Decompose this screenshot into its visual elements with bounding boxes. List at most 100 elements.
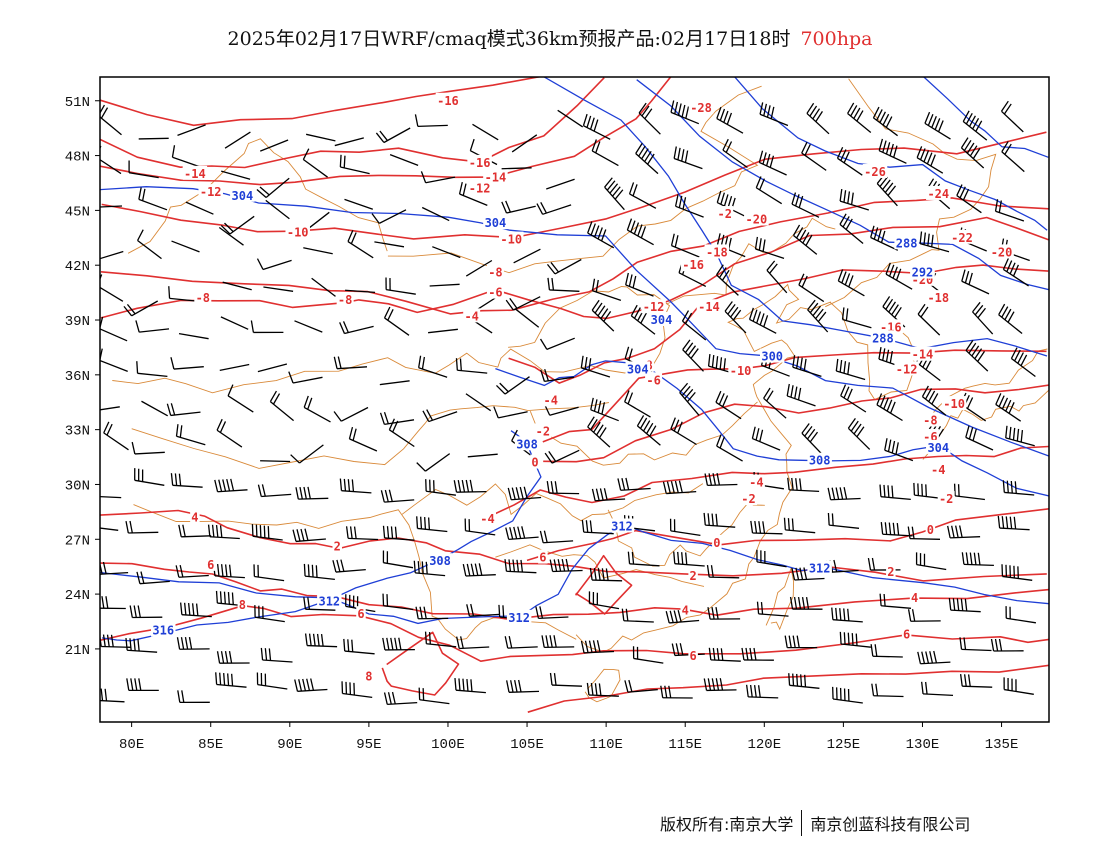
- wind-barb: [125, 520, 159, 534]
- temperature-label: -10: [730, 364, 752, 378]
- height-contour: [922, 77, 1049, 158]
- wind-barb: [917, 303, 941, 336]
- wind-barb: [383, 691, 418, 706]
- lon-tick-label: 105E: [510, 737, 544, 753]
- wind-barb: [513, 248, 541, 264]
- temperature-isotherm: [100, 216, 1049, 320]
- wind-barb: [345, 526, 379, 541]
- wind-barb: [260, 460, 291, 463]
- temperature-label: -14: [184, 167, 206, 181]
- wind-barb: [294, 320, 323, 333]
- label-background: [506, 609, 532, 624]
- wind-barb: [997, 515, 1030, 531]
- temperature-label: 6: [207, 558, 214, 572]
- wind-barb: [947, 525, 981, 539]
- wind-barb: [214, 478, 248, 493]
- wind-barb: [801, 423, 824, 456]
- wind-barb: [965, 425, 994, 451]
- wind-barb: [383, 306, 410, 336]
- wind-barb: [604, 177, 625, 211]
- label-background: [609, 518, 635, 533]
- wind-barb: [389, 153, 419, 167]
- wind-barb: [673, 146, 703, 170]
- wind-barb: [382, 637, 415, 651]
- wind-barb: [766, 260, 788, 294]
- wind-barb: [136, 361, 168, 378]
- wind-barb: [751, 426, 781, 451]
- label-background: [704, 244, 730, 259]
- label-background: [759, 348, 785, 363]
- wind-barb: [501, 167, 532, 170]
- wind-barb: [791, 567, 825, 581]
- wind-barb: [422, 409, 458, 423]
- wind-barb: [839, 188, 869, 211]
- wind-barb: [586, 682, 619, 697]
- label-background: [514, 436, 540, 451]
- lon-tick-label: 120E: [747, 737, 781, 753]
- wind-barb: [175, 424, 206, 446]
- wind-barb: [625, 272, 654, 297]
- wind-barb: [913, 482, 945, 500]
- height-contour: [100, 186, 1049, 457]
- wind-barb: [507, 486, 542, 501]
- label-background: [467, 154, 492, 169]
- wind-barb: [257, 363, 288, 373]
- height-label: 312: [809, 562, 831, 576]
- wind-barb: [591, 299, 615, 332]
- wind-barb: [339, 154, 370, 175]
- wind-barb: [343, 638, 375, 655]
- temperature-label: -12: [469, 181, 491, 195]
- height-label: 312: [611, 519, 633, 533]
- temperature-label: -2: [718, 207, 732, 221]
- label-background: [926, 290, 951, 305]
- wind-barb: [100, 316, 128, 342]
- wind-barb: [660, 685, 693, 699]
- lat-tick-label: 39N: [65, 314, 90, 330]
- height-contour: [495, 360, 1049, 497]
- wind-barb: [847, 102, 872, 134]
- wind-barb: [831, 607, 863, 623]
- wind-barb: [549, 672, 583, 687]
- wind-barb: [759, 102, 789, 127]
- wind-barb: [546, 258, 582, 275]
- label-background: [921, 412, 939, 427]
- lat-tick-label: 51N: [65, 95, 90, 111]
- wind-barb: [100, 205, 123, 209]
- height-label: 304: [485, 216, 507, 230]
- wind-barb: [176, 636, 210, 650]
- wind-barb: [636, 415, 661, 446]
- label-background: [921, 428, 939, 443]
- temperature-label: -20: [746, 213, 768, 227]
- temperature-label: 2: [690, 569, 697, 583]
- wind-barb: [921, 385, 947, 416]
- label-background: [937, 491, 955, 506]
- wind-barb: [755, 176, 783, 205]
- border-line: [127, 138, 388, 254]
- wind-barb: [379, 380, 410, 386]
- label-background: [696, 299, 722, 314]
- label-background: [688, 567, 698, 582]
- temperature-label: 4: [191, 510, 198, 524]
- label-background: [198, 184, 223, 199]
- wind-barb: [965, 340, 989, 372]
- lon-tick-label: 110E: [589, 737, 623, 753]
- label-background: [716, 206, 734, 221]
- border-line: [575, 283, 831, 653]
- wind-barb: [128, 160, 159, 179]
- label-background: [317, 593, 342, 608]
- wind-barb: [462, 563, 496, 577]
- lon-tick-label: 80E: [119, 737, 144, 753]
- wind-barb: [219, 363, 250, 371]
- wind-barb: [924, 111, 951, 140]
- label-background: [807, 452, 832, 467]
- wind-barb: [100, 348, 128, 373]
- label-background: [534, 423, 552, 438]
- wind-barb: [493, 406, 528, 419]
- lat-tick-label: 21N: [65, 643, 90, 659]
- temperature-label: 8: [365, 669, 372, 683]
- temperature-label: 6: [690, 649, 697, 663]
- border-line: [387, 85, 762, 274]
- lat-tick-label: 27N: [65, 533, 90, 549]
- label-background: [486, 284, 504, 299]
- temperature-label: 4: [682, 604, 689, 618]
